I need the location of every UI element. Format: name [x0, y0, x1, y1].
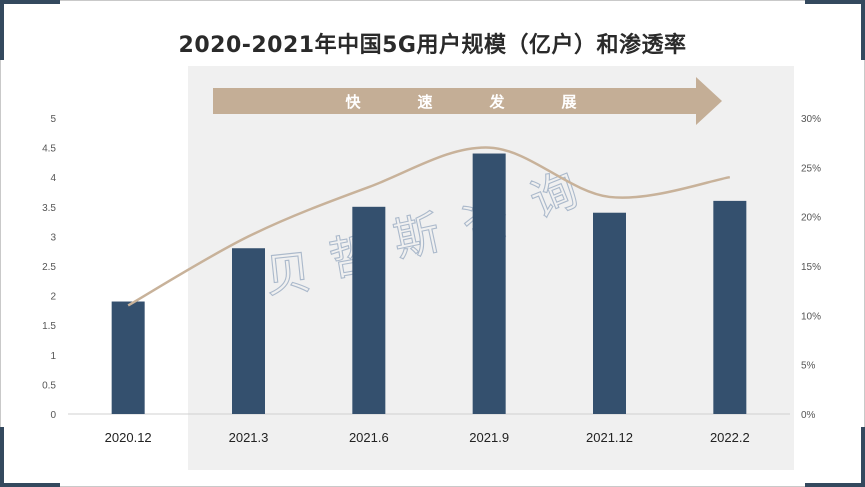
bar-2021.6: [352, 206, 386, 414]
x-tick-label: 2021.12: [586, 430, 633, 445]
y-left-tick: 5: [50, 114, 56, 125]
y-left-tick: 2: [50, 292, 56, 303]
y-left-tick: 4: [50, 173, 56, 184]
penetration-line: [127, 146, 731, 307]
y-right-tick: 5%: [801, 361, 816, 372]
bar-2021.12: [593, 212, 626, 414]
bar-series: [111, 153, 747, 414]
y-right-tick: 10%: [801, 311, 821, 322]
y-left-tick: 3: [50, 232, 56, 243]
y-left-tick: 2.5: [42, 262, 56, 273]
corner-accent-top-right-v: [861, 0, 865, 60]
y-right-tick: 15%: [801, 262, 821, 273]
growth-arrow: 快速发展: [213, 77, 722, 125]
bar-2022.2: [713, 200, 747, 414]
corner-accent-top-right: [805, 0, 865, 4]
corner-accent-top-left: [0, 0, 60, 4]
y-left-tick: 0: [50, 410, 56, 421]
corner-accent-bottom-left-v: [0, 427, 4, 487]
y-left-tick: 0.5: [42, 380, 56, 391]
arrow-label-char: 发: [488, 93, 505, 111]
corner-accent-top-left-v: [0, 0, 4, 60]
x-tick-label: 2022.2: [710, 430, 750, 445]
bar-2021.3: [232, 248, 265, 414]
y-left-tick: 4.5: [42, 144, 56, 155]
y-right-tick: 30%: [801, 114, 821, 125]
bar-2021.9: [472, 153, 506, 414]
y-right-tick: 20%: [801, 213, 821, 224]
x-tick-label: 2021.3: [229, 430, 269, 445]
x-tick-label: 2021.6: [349, 430, 389, 445]
growth-arrow-shape: [213, 77, 722, 125]
y-right-tick: 0%: [801, 410, 816, 421]
arrow-label-char: 快: [345, 93, 361, 111]
corner-accent-bottom-right-v: [861, 427, 865, 487]
y-left-tick: 1.5: [42, 321, 56, 332]
y-left-tick: 3.5: [42, 203, 56, 214]
y-right-tick: 25%: [801, 163, 821, 174]
x-axis-labels: 2020.12 2021.3 2021.6 2021.9 2021.12 2022.2: [105, 430, 750, 445]
arrow-label-char: 速: [417, 93, 432, 111]
chart-title: 2020-2021年中国5G用户规模（亿户）和渗透率: [178, 33, 687, 58]
x-tick-label: 2021.9: [469, 430, 509, 445]
corner-accent-bottom-right: [805, 483, 865, 487]
arrow-label-char: 展: [561, 93, 576, 111]
watermark-char: 贝: [263, 245, 314, 304]
y-left-tick: 1: [50, 351, 56, 362]
y-axis-left: 0 0.5 1 1.5 2 2.5 3 3.5 4 4.5 5: [42, 114, 56, 421]
x-tick-label: 2020.12: [105, 430, 152, 445]
corner-accent-bottom-left: [0, 483, 60, 487]
bar-2020.12: [111, 301, 145, 414]
y-axis-right: 0% 5% 10% 15% 20% 25% 30%: [801, 114, 821, 421]
